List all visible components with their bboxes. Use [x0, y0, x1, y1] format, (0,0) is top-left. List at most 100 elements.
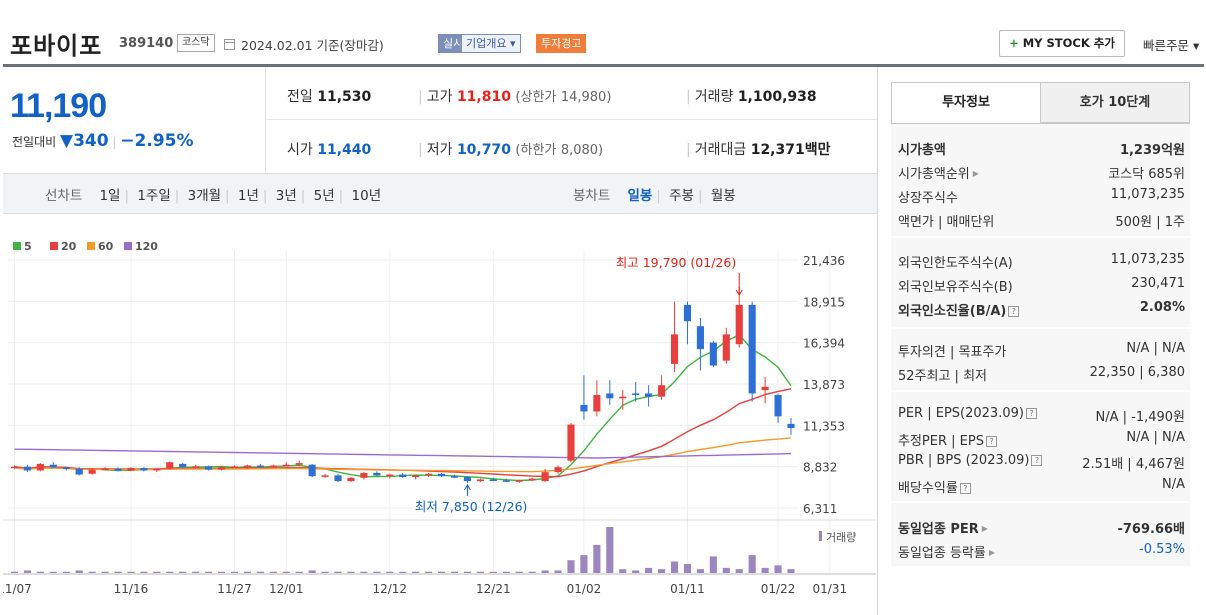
volume-bar: [774, 565, 782, 573]
price-stats: [265, 67, 877, 173]
help-icon[interactable]: ?: [959, 483, 971, 494]
x-tick-label: 11/16: [114, 582, 149, 596]
par-value: 500원 | 1주: [1115, 215, 1185, 230]
chevron-right-icon: ▶: [981, 524, 988, 533]
volume-bar: [748, 555, 756, 573]
candle-body: [75, 468, 83, 475]
x-tick-label: 12/12: [372, 582, 407, 596]
foreign-rate-value: 2.08%: [1139, 300, 1185, 315]
help-icon[interactable]: ?: [1008, 306, 1020, 317]
header-divider: [3, 64, 1204, 67]
volume-bar: [166, 571, 174, 573]
y-tick-label: 21,436: [803, 254, 845, 268]
period-daily[interactable]: 일봉: [627, 188, 653, 204]
candle-body: [321, 475, 329, 477]
candle-body: [580, 404, 588, 412]
y-tick-label: 11,353: [803, 419, 845, 433]
tab-hoga-10[interactable]: 호가 10단계: [1040, 82, 1190, 123]
row-industry-rate[interactable]: 동일업종 등락률 ▶ -0.53%: [898, 542, 1185, 561]
x-tick-label: 01/31: [813, 582, 848, 596]
candle-body: [438, 473, 446, 477]
period-weekly[interactable]: 주봉: [669, 188, 694, 204]
row-par-value: 액면가 | 매매단위 500원 | 1주: [898, 211, 1185, 230]
rank-value: 코스닥 685위: [1108, 167, 1185, 182]
amount-label: 거래대금: [694, 142, 747, 158]
row-dividend: 배당수익률? N/A: [898, 477, 1185, 496]
volume-bar: [528, 571, 536, 573]
row-52week: 52주최고 | 최저 22,350 | 6,380: [898, 365, 1185, 384]
quick-order-button[interactable]: 빠른주문 ▾: [1143, 38, 1200, 53]
volume-bar: [373, 571, 381, 573]
y-tick-label: 8,832: [803, 461, 837, 475]
volume-bar: [10, 571, 19, 573]
add-mystock-label: MY STOCK 추가: [1022, 36, 1115, 50]
div-value: N/A: [1162, 477, 1185, 492]
row-foreign-rate: 외국인소진율(B/A)? 2.08%: [898, 300, 1185, 319]
volume-bar: [295, 571, 303, 573]
candle-body: [282, 464, 290, 467]
row-per-eps: PER | EPS(2023.09)? N/A | -1,490원: [898, 406, 1185, 425]
volume-bar: [114, 571, 122, 573]
period-3y[interactable]: 3년: [275, 188, 297, 204]
legend-label: 120: [135, 240, 158, 253]
add-mystock-button[interactable]: + MY STOCK 추가: [999, 30, 1125, 57]
high-label: 고가: [426, 89, 453, 105]
x-tick-label: 01/22: [761, 582, 796, 596]
period-3m[interactable]: 3개월: [187, 188, 222, 204]
candle-body: [230, 466, 239, 468]
volume-bar: [425, 571, 433, 573]
candle-body: [49, 464, 57, 468]
row-market-cap-rank[interactable]: 시가총액순위 ▶ 코스닥 685위: [898, 163, 1185, 182]
candle-body: [593, 395, 601, 412]
legend-label: 60: [98, 240, 114, 253]
upper-limit-label: (상한가: [515, 90, 557, 105]
help-icon[interactable]: ?: [1025, 408, 1037, 419]
volume-bar: [36, 571, 44, 573]
low-price: | 저가 10,770 (하한가 8,080): [418, 142, 604, 158]
per-value: N/A | -1,490원: [1095, 410, 1185, 425]
candle-body: [748, 304, 756, 394]
volume-bar: [321, 571, 329, 573]
tab-investment-info[interactable]: 투자정보: [891, 82, 1041, 123]
chart-period-bar: [3, 173, 877, 214]
company-info-dropdown[interactable]: 기업개요 ▾: [461, 34, 521, 53]
period-monthly[interactable]: 월봉: [710, 188, 736, 204]
period-10y[interactable]: 10년: [351, 188, 382, 204]
candle-body: [528, 478, 536, 481]
row-industry-per[interactable]: 동일업종 PER ▶ -769.66배: [898, 518, 1185, 537]
volume-bar: [399, 571, 407, 573]
candle-body: [683, 304, 692, 322]
upper-limit-value: 14,980): [560, 90, 612, 105]
investment-warning-badge: 투자경고: [536, 34, 587, 53]
candle-body: [243, 465, 251, 468]
volume-legend-swatch: [819, 531, 822, 541]
legend-label: 5: [24, 240, 32, 253]
volume-bar: [75, 570, 83, 573]
low-annotation: 최저 7,850 (12/26): [415, 499, 528, 514]
volume-bar: [502, 571, 510, 573]
period-1d[interactable]: 1일: [99, 188, 121, 204]
help-icon[interactable]: ?: [985, 436, 997, 447]
volume-bar: [658, 569, 666, 573]
candle-body: [670, 334, 679, 364]
volume-bar: [347, 571, 355, 573]
low-label: 저가: [426, 142, 453, 158]
candle-body: [114, 468, 122, 471]
chevron-right-icon: ▶: [988, 548, 996, 557]
period-1w[interactable]: 1주일: [137, 188, 171, 204]
candlestick-chart[interactable]: 21,436 18,915 16,394 13,873 11,353 8,832 6,311…: [3, 215, 876, 615]
legend-swatch: [87, 242, 95, 250]
trade-amount: | 거래대금 12,371백만: [686, 142, 831, 158]
candle-body: [658, 385, 666, 397]
base-date: 2024.02.01 기준(장마감): [241, 38, 384, 53]
help-icon[interactable]: ?: [1031, 455, 1043, 466]
period-1y[interactable]: 1년: [237, 188, 259, 204]
period-5y[interactable]: 5년: [313, 188, 335, 204]
volume-bar: [450, 571, 459, 573]
info-group-industry: [891, 503, 1190, 567]
open-price: 시가 11,440: [287, 139, 371, 159]
w52-label: 52주최고 | 최저: [898, 369, 987, 384]
volume-bar: [140, 571, 148, 573]
candle-body: [489, 479, 497, 481]
volume-bar: [463, 571, 472, 573]
